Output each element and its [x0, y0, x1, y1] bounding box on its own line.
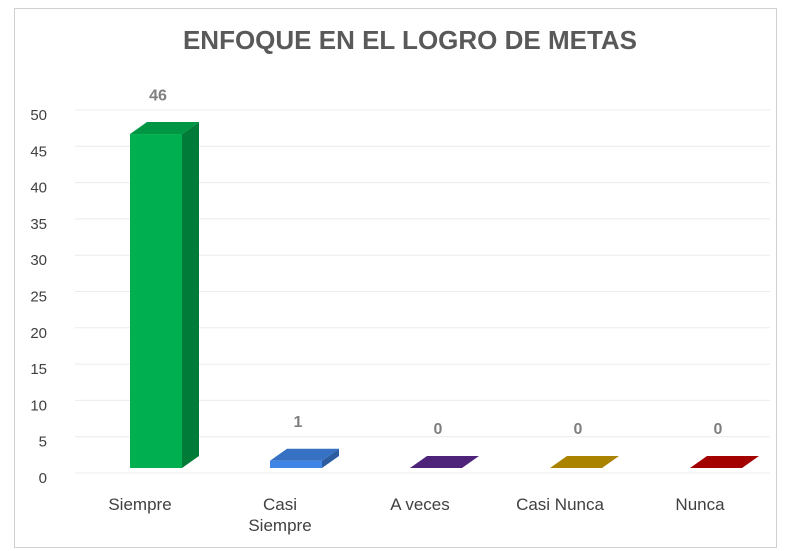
y-tick-label: 25 [30, 288, 47, 305]
data-label: 0 [434, 421, 443, 438]
x-tick-label: A veces [390, 495, 450, 514]
x-tick-label: Casi Siempre [248, 495, 312, 535]
bar-top [690, 456, 759, 468]
y-tick-label: 0 [39, 470, 47, 487]
chart-title: ENFOQUE EN EL LOGRO DE METAS [183, 25, 637, 55]
bar [130, 122, 199, 469]
bar [410, 456, 479, 468]
data-label: 46 [149, 87, 167, 104]
data-label: 0 [714, 421, 723, 438]
bar-top [270, 448, 339, 461]
y-tick-label: 45 [30, 143, 47, 160]
y-tick-label: 50 [30, 107, 47, 124]
bar-side [322, 448, 339, 468]
bar [550, 456, 619, 468]
bar [690, 456, 759, 468]
y-tick-label: 20 [30, 325, 47, 342]
y-tick-label: 40 [30, 180, 47, 197]
y-tick-label: 35 [30, 216, 47, 233]
y-tick-label: 15 [30, 361, 47, 378]
y-tick-label: 30 [30, 252, 47, 269]
bar-top [410, 456, 479, 468]
bar-front [270, 460, 322, 468]
bar-side [182, 122, 199, 468]
x-tick-label: Siempre [108, 495, 172, 514]
bar-front [130, 134, 182, 469]
y-tick-label: 5 [39, 434, 47, 451]
bar-top [130, 122, 199, 135]
data-label: 0 [574, 421, 583, 438]
x-tick-label: Nunca [675, 495, 725, 514]
y-tick-label: 10 [30, 397, 47, 414]
chart-border [14, 8, 777, 548]
x-tick-label: Casi Nunca [516, 495, 604, 514]
data-label: 1 [294, 414, 303, 431]
bar-top [550, 456, 619, 468]
bar [270, 448, 339, 468]
